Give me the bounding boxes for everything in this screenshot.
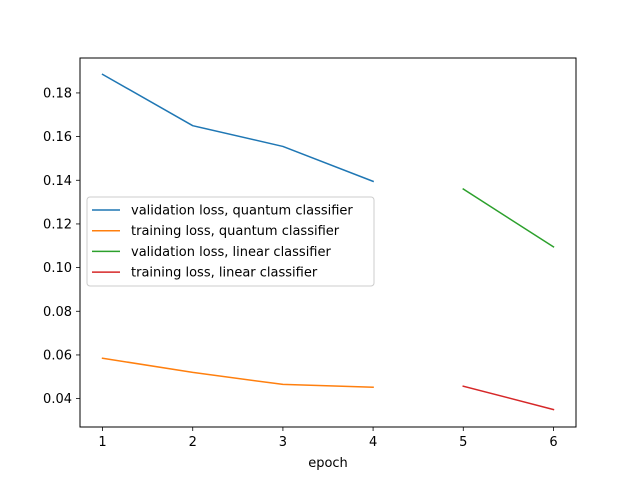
legend-label: validation loss, linear classifier	[131, 245, 331, 260]
series-line-1	[101, 357, 374, 389]
legend-box	[86, 196, 375, 287]
x-tick-label: 6	[549, 435, 557, 450]
series-layer	[101, 73, 555, 411]
y-tick-label: 0.08	[43, 305, 72, 320]
legend-label: validation loss, quantum classifier	[131, 204, 353, 219]
series-line-0	[101, 73, 375, 183]
y-tick-label: 0.18	[43, 86, 72, 101]
x-tick-label: 3	[279, 435, 287, 450]
y-tick-label: 0.14	[43, 174, 72, 189]
x-tick-label: 2	[189, 435, 197, 450]
series-line-3	[462, 385, 555, 411]
y-tick-label: 0.06	[43, 348, 72, 363]
y-tick-label: 0.12	[43, 217, 72, 232]
plot-frame	[79, 57, 577, 428]
x-tick-label: 4	[369, 435, 377, 450]
series-line-2	[462, 187, 555, 248]
y-tick-label: 0.16	[43, 130, 72, 145]
legend-label: training loss, quantum classifier	[131, 224, 340, 239]
y-tick-label: 0.04	[43, 392, 72, 407]
x-axis-label: epoch	[308, 456, 348, 471]
x-tick-label: 5	[459, 435, 467, 450]
legend-label: training loss, linear classifier	[131, 266, 318, 281]
x-axis-ticks: 1 2 3 4 5 6	[98, 427, 558, 450]
y-tick-label: 0.10	[43, 261, 72, 276]
legend: validation loss, quantum classifier train…	[86, 196, 375, 287]
x-tick-label: 1	[98, 435, 106, 450]
y-axis-ticks: 0.04 0.06 0.08 0.10 0.12 0.14 0.16 0.18	[43, 86, 80, 407]
